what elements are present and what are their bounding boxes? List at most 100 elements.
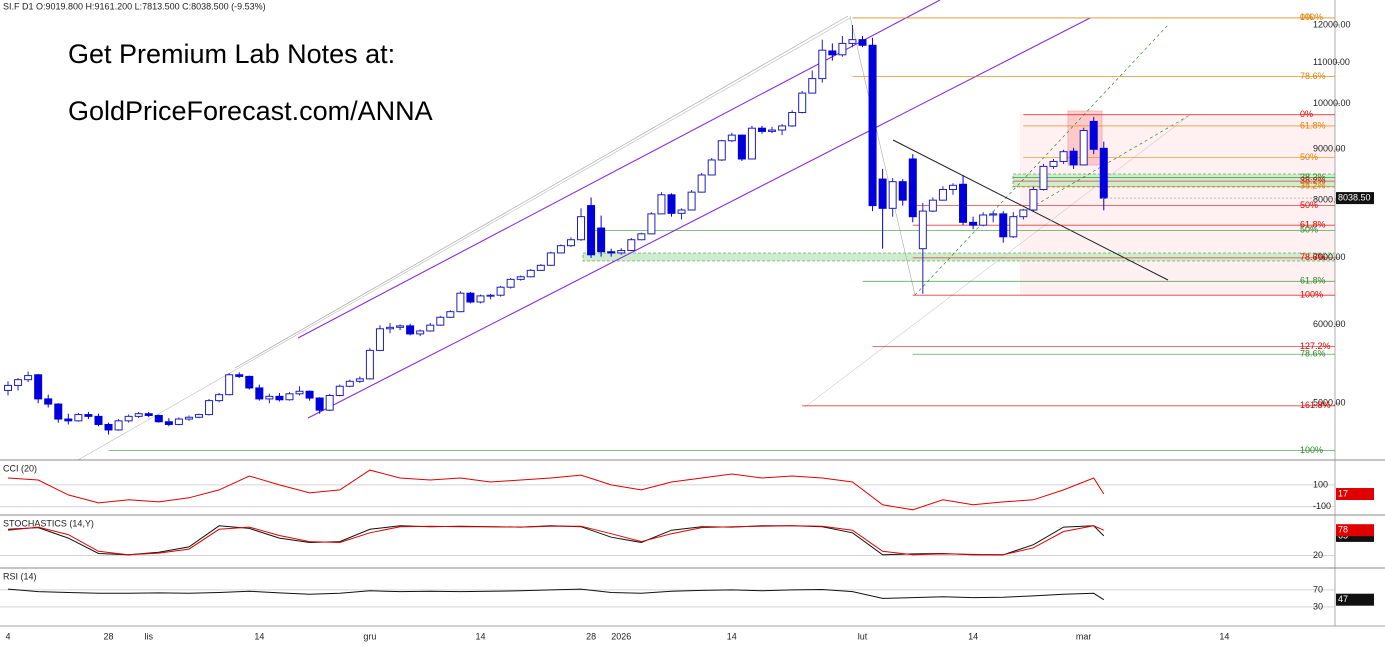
fib-level-label: 38.2% (1300, 176, 1326, 186)
candle-body (617, 250, 626, 254)
candle-body (717, 140, 726, 161)
candle-body (697, 174, 706, 193)
x-tick-label: 4 (5, 631, 10, 641)
candle-body (365, 349, 374, 380)
candle-body (938, 188, 947, 201)
fib-level-label: 38.2% (1300, 181, 1326, 191)
fib-level-label: 50% (1300, 225, 1318, 235)
promo-text: GoldPriceForecast.com/ANNA (68, 96, 433, 126)
candle-body (1059, 151, 1068, 162)
y-tick-label: 12000.00 (1313, 19, 1351, 29)
candle-body (64, 418, 73, 422)
candle-body (868, 44, 877, 207)
candle-body (848, 39, 857, 44)
x-tick-label: 14 (727, 631, 737, 641)
candle-body (195, 414, 204, 418)
x-tick-label: 14 (475, 631, 485, 641)
value-tag (1336, 488, 1374, 501)
candle-body (1069, 150, 1078, 166)
fib-level-label: 0% (1300, 109, 1313, 119)
candle-body (667, 194, 676, 214)
candle-body (928, 199, 937, 212)
candle-body (627, 239, 636, 252)
value-tag (1336, 192, 1374, 205)
channel-line (307, 17, 1091, 419)
candle-body (1029, 188, 1038, 211)
candle-body (536, 264, 545, 271)
panel-title: RSI (14) (3, 571, 37, 581)
fib-connector (804, 114, 1191, 408)
candle-body (959, 183, 968, 223)
candle-body (818, 49, 827, 80)
candle-body (566, 239, 575, 247)
x-tick-label: 28 (586, 631, 596, 641)
candle-body (838, 42, 847, 56)
candle-body (888, 181, 897, 209)
y-tick-label: 9000.00 (1313, 144, 1346, 154)
y-tick-label: -100 (1313, 501, 1331, 511)
candle-body (74, 414, 83, 422)
fib-level-label: 78.6% (1300, 71, 1326, 81)
channel-line (77, 17, 851, 461)
candle-body (94, 415, 103, 425)
candle-body (989, 213, 998, 216)
y-tick-label: 7000.00 (1313, 252, 1346, 262)
candle-body (335, 385, 344, 396)
symbol-header: SI.F D1 O:9019.800 H:9161.200 L:7813.500… (3, 1, 266, 11)
fib-level-label: 61.8% (1300, 276, 1326, 286)
candle-body (727, 134, 736, 142)
candle-body (637, 233, 646, 241)
fib-connector (849, 15, 916, 296)
candle-body (265, 395, 274, 400)
candle-body (315, 397, 324, 411)
y-tick-label: 20 (1313, 550, 1323, 560)
value-tag-label: 78 (1338, 525, 1348, 535)
value-tag-label: 47 (1338, 594, 1348, 604)
y-tick-label: 10000.00 (1313, 98, 1351, 108)
promo-text: Get Premium Lab Notes at: (68, 39, 395, 69)
candle-body (858, 39, 867, 46)
value-tag-label: 8038.50 (1338, 192, 1371, 202)
indicator-line (7, 525, 1104, 556)
candle-body (677, 209, 686, 214)
candle-body (1079, 129, 1088, 166)
candle-body (908, 158, 917, 218)
candle-body (386, 326, 395, 330)
candle-body (44, 398, 53, 405)
fib-level-label: 100% (1300, 445, 1323, 455)
candle-body (295, 390, 304, 395)
y-tick-label: 8000.00 (1313, 195, 1346, 205)
x-tick-label: 14 (254, 631, 264, 641)
candle-body (245, 375, 254, 389)
candle-body (164, 421, 173, 425)
candle-body (707, 159, 716, 176)
candle-body (416, 330, 425, 335)
fib-level-label: 0% (1300, 12, 1313, 22)
candle-body (396, 325, 405, 328)
fib-level-label: 161.8% (1300, 400, 1331, 410)
fib-level-label: 38.2% (1300, 172, 1326, 182)
candle-body (14, 379, 23, 386)
candle-body (24, 375, 33, 381)
candle-body (456, 292, 465, 313)
candle-body (1019, 209, 1028, 218)
fib-level-label: 100% (1300, 290, 1323, 300)
candle-body (235, 374, 244, 377)
candle-body (516, 276, 525, 280)
candle-body (969, 221, 978, 226)
candle-body (607, 251, 616, 254)
candle-body (948, 184, 957, 190)
fib-level-label: 78.6% (1300, 349, 1326, 359)
candle-body (436, 316, 445, 326)
trend-line (914, 24, 1169, 296)
candle-body (34, 374, 43, 400)
candle-body (657, 194, 666, 215)
candle-body (124, 415, 133, 422)
indicator-line (7, 469, 1105, 511)
x-tick-label: 14 (968, 631, 978, 641)
candle-body (476, 295, 485, 303)
candle-body (184, 416, 193, 420)
candle-body (898, 181, 907, 201)
candle-body (345, 380, 354, 387)
